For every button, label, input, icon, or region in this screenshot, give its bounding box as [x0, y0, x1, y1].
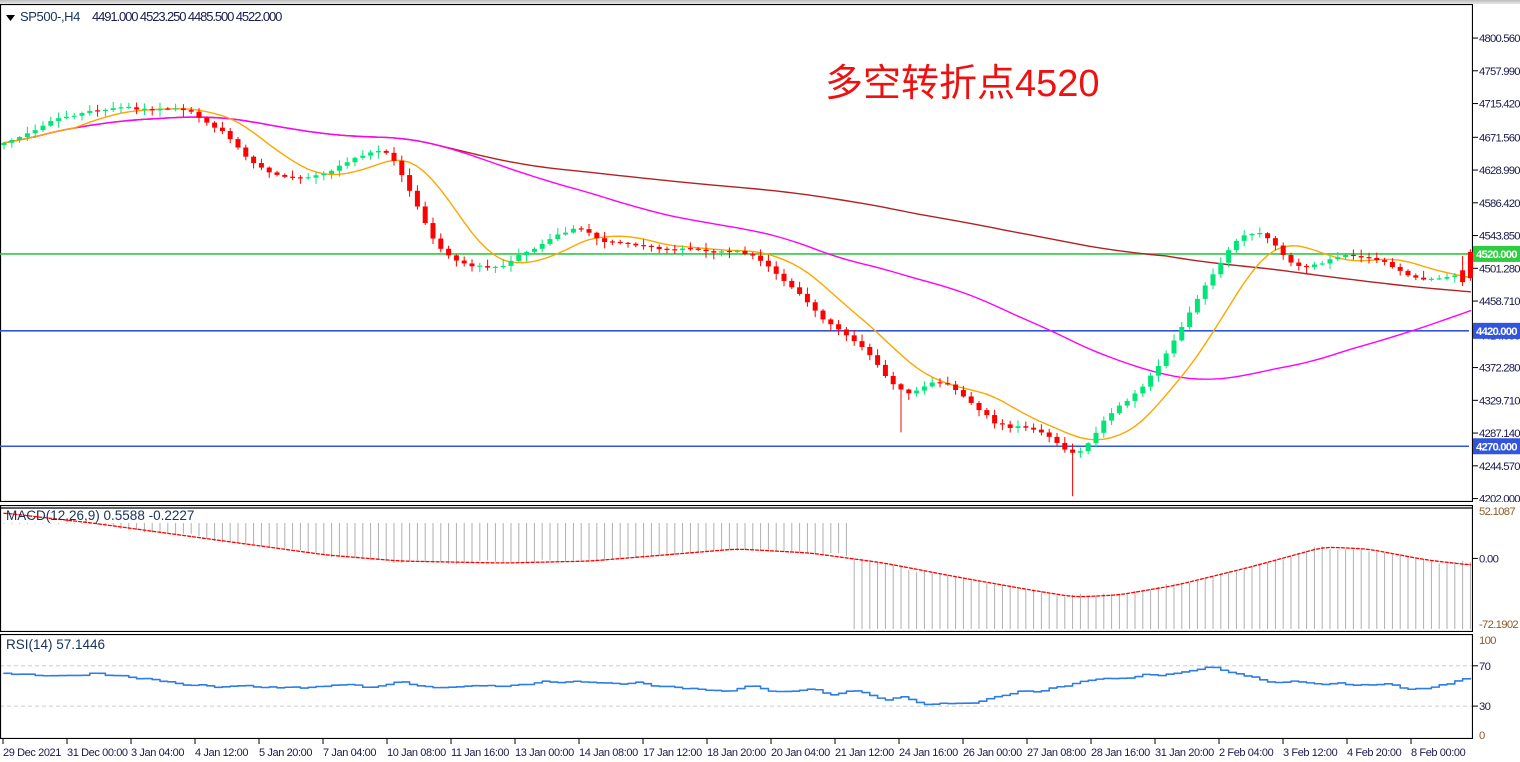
- svg-text:4520.000: 4520.000: [1476, 249, 1517, 261]
- svg-text:-72.1902: -72.1902: [1479, 619, 1518, 631]
- svg-text:4458.710: 4458.710: [1479, 296, 1520, 308]
- svg-text:4757.990: 4757.990: [1479, 66, 1520, 78]
- svg-text:20 Jan 04:00: 20 Jan 04:00: [771, 747, 830, 759]
- svg-text:4628.990: 4628.990: [1479, 165, 1520, 177]
- svg-text:27 Jan 08:00: 27 Jan 08:00: [1027, 747, 1086, 759]
- svg-text:21 Jan 12:00: 21 Jan 12:00: [835, 747, 894, 759]
- svg-text:4671.560: 4671.560: [1479, 132, 1520, 144]
- svg-text:RSI(14) 57.1446: RSI(14) 57.1446: [6, 637, 105, 652]
- svg-text:3 Jan 04:00: 3 Jan 04:00: [131, 747, 184, 759]
- svg-text:24 Jan 16:00: 24 Jan 16:00: [899, 747, 958, 759]
- svg-text:4715.420: 4715.420: [1479, 99, 1520, 111]
- svg-text:4372.280: 4372.280: [1479, 363, 1520, 375]
- svg-text:4329.710: 4329.710: [1479, 395, 1520, 407]
- svg-text:4800.560: 4800.560: [1479, 33, 1520, 45]
- svg-text:7 Jan 04:00: 7 Jan 04:00: [323, 747, 376, 759]
- svg-text:31 Dec 00:00: 31 Dec 00:00: [67, 747, 128, 759]
- svg-text:100: 100: [1479, 635, 1496, 647]
- svg-text:70: 70: [1479, 661, 1491, 673]
- svg-text:4501.280: 4501.280: [1479, 263, 1520, 275]
- svg-text:14 Jan 08:00: 14 Jan 08:00: [579, 747, 638, 759]
- svg-text:4586.420: 4586.420: [1479, 198, 1520, 210]
- svg-text:SP500-,H4: SP500-,H4: [20, 9, 80, 24]
- svg-text:5 Jan 20:00: 5 Jan 20:00: [259, 747, 312, 759]
- svg-text:26 Jan 00:00: 26 Jan 00:00: [963, 747, 1022, 759]
- svg-text:30: 30: [1479, 701, 1491, 713]
- svg-text:4270.000: 4270.000: [1476, 441, 1517, 453]
- svg-text:52.1087: 52.1087: [1479, 506, 1515, 518]
- svg-text:28 Jan 16:00: 28 Jan 16:00: [1091, 747, 1150, 759]
- svg-text:4244.570: 4244.570: [1479, 461, 1520, 473]
- svg-text:4 Jan 12:00: 4 Jan 12:00: [195, 747, 248, 759]
- svg-text:8 Feb 00:00: 8 Feb 00:00: [1411, 747, 1466, 759]
- svg-text:4543.850: 4543.850: [1479, 231, 1520, 243]
- svg-text:2 Feb 04:00: 2 Feb 04:00: [1219, 747, 1274, 759]
- svg-text:13 Jan 00:00: 13 Jan 00:00: [515, 747, 574, 759]
- svg-text:多空转折点4520: 多空转折点4520: [825, 63, 1100, 105]
- svg-text:4491.000 4523.250 4485.500 452: 4491.000 4523.250 4485.500 4522.000: [92, 9, 282, 24]
- svg-text:4420.000: 4420.000: [1476, 326, 1517, 338]
- svg-text:4 Feb 20:00: 4 Feb 20:00: [1347, 747, 1402, 759]
- svg-text:0.00: 0.00: [1479, 553, 1499, 565]
- svg-text:17 Jan 12:00: 17 Jan 12:00: [643, 747, 702, 759]
- svg-text:31 Jan 20:00: 31 Jan 20:00: [1155, 747, 1214, 759]
- svg-text:MACD(12,26,9) 0.5588 -0.2227: MACD(12,26,9) 0.5588 -0.2227: [6, 508, 194, 523]
- svg-text:3 Feb 12:00: 3 Feb 12:00: [1283, 747, 1338, 759]
- svg-text:18 Jan 20:00: 18 Jan 20:00: [707, 747, 766, 759]
- svg-text:4202.000: 4202.000: [1479, 494, 1520, 502]
- svg-text:10 Jan 08:00: 10 Jan 08:00: [387, 747, 446, 759]
- svg-text:11 Jan 16:00: 11 Jan 16:00: [451, 747, 509, 759]
- svg-text:29 Dec 2021: 29 Dec 2021: [3, 747, 61, 759]
- svg-text:0: 0: [1479, 730, 1485, 739]
